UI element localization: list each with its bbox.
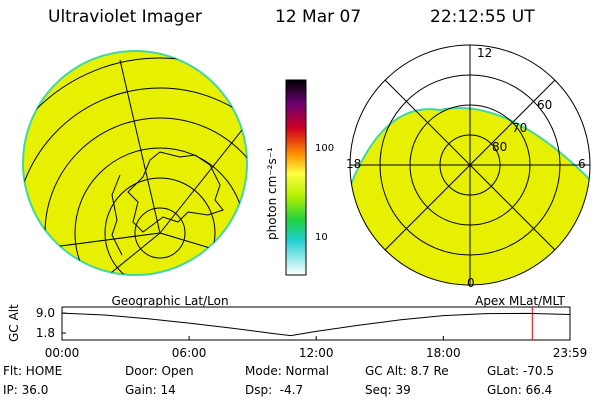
x-tick-label: 23:59 <box>553 346 588 360</box>
alt-plot: 9.0 1.8 00:00 06:00 12:00 18:00 23:59 <box>36 306 587 360</box>
colorbar-tick: 10 <box>315 232 328 243</box>
mlat-label: 70 <box>512 121 527 135</box>
alt-plot-frame <box>61 306 571 341</box>
x-tick-label: 12:00 <box>299 346 334 360</box>
status-field: Gain: 14 <box>125 383 176 397</box>
geo-image <box>22 40 275 276</box>
status-field: GLon: 66.4 <box>487 383 552 397</box>
mlt-label: 0 <box>467 276 475 290</box>
status-field: Mode: Normal <box>245 364 329 378</box>
status-field: Door: Open <box>125 364 194 378</box>
mlt-label: 18 <box>346 157 361 171</box>
time: 22:12:55 UT <box>430 7 535 27</box>
colorbar-label: photon cm⁻²s⁻¹ <box>265 147 279 240</box>
polar-caption: Apex MLat/MLT <box>475 294 565 308</box>
status-field: Seq: 39 <box>365 383 411 397</box>
x-tick-label: 00:00 <box>45 346 80 360</box>
altitude-line <box>61 312 571 337</box>
polar-image <box>349 44 591 286</box>
y-tick-label: 9.0 <box>36 306 55 320</box>
mlt-label: 12 <box>477 46 492 60</box>
y-tick-label: 1.8 <box>36 326 55 340</box>
colorbar-tick: 100 <box>315 143 334 154</box>
status-field: GC Alt: 8.7 Re <box>365 364 449 378</box>
color-bar <box>285 79 307 276</box>
footer: Flt: HOME Door: Open Mode: Normal GC Alt: 8… <box>3 364 554 397</box>
geo-caption: Geographic Lat/Lon <box>111 294 228 308</box>
status-field: GLat: -70.5 <box>487 364 554 378</box>
date: 12 Mar 07 <box>275 7 361 27</box>
status-field: Flt: HOME <box>3 364 62 378</box>
status-field: Dsp: -4.7 <box>245 383 303 397</box>
title: Ultraviolet Imager <box>48 7 202 27</box>
x-tick-label: 18:00 <box>426 346 461 360</box>
x-tick-label: 06:00 <box>172 346 207 360</box>
mlat-label: 60 <box>537 98 552 112</box>
status-field: IP: 36.0 <box>3 383 48 397</box>
mlt-label: 6 <box>578 157 586 171</box>
mlat-label: 80 <box>492 140 507 154</box>
y-axis-label: GC Alt <box>7 304 21 342</box>
